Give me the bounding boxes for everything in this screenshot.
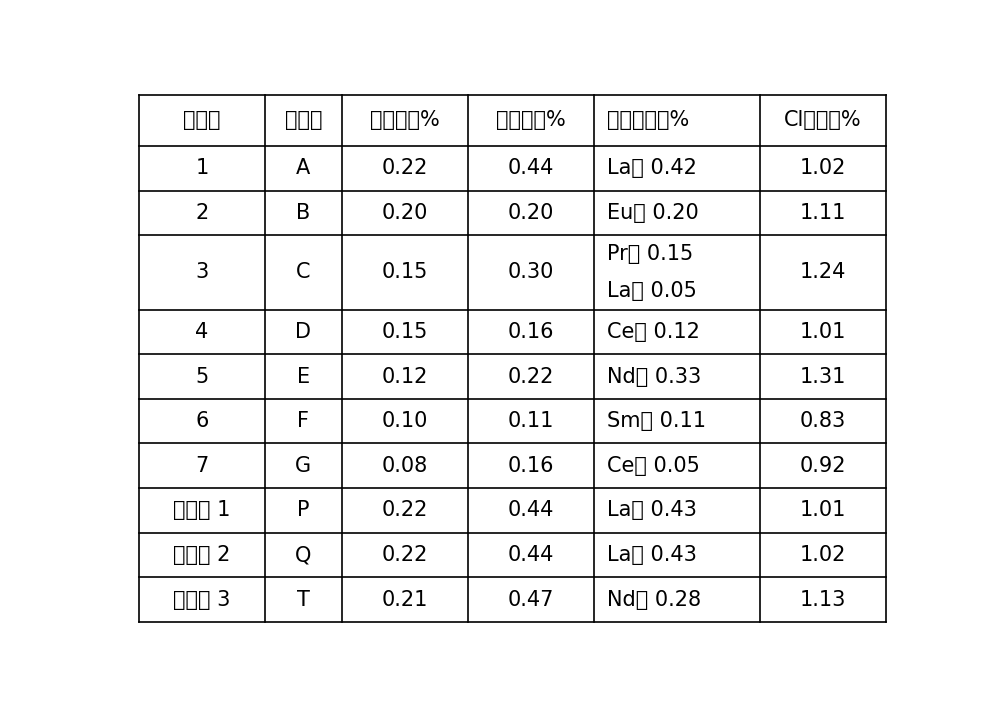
- Text: 1.24: 1.24: [800, 263, 846, 283]
- Text: 1.01: 1.01: [800, 322, 846, 342]
- Text: 0.22: 0.22: [382, 501, 428, 520]
- Text: T: T: [297, 590, 310, 610]
- Text: 对比例 3: 对比例 3: [173, 590, 231, 610]
- Text: 1.02: 1.02: [800, 545, 846, 565]
- Text: 实施例: 实施例: [183, 111, 221, 131]
- Text: 7: 7: [195, 456, 209, 476]
- Text: B: B: [296, 203, 311, 223]
- Text: La， 0.43: La， 0.43: [607, 501, 697, 520]
- Text: 0.15: 0.15: [382, 322, 428, 342]
- Text: 0.30: 0.30: [508, 263, 554, 283]
- Text: 0.22: 0.22: [508, 366, 554, 386]
- Text: 铂，质量%: 铂，质量%: [370, 111, 440, 131]
- Text: 稀土，质量%: 稀土，质量%: [607, 111, 689, 131]
- Text: 0.44: 0.44: [508, 501, 554, 520]
- Text: A: A: [296, 158, 311, 178]
- Text: Nd， 0.33: Nd， 0.33: [607, 366, 701, 386]
- Text: Nd， 0.28: Nd， 0.28: [607, 590, 701, 610]
- Text: 1.13: 1.13: [800, 590, 846, 610]
- Text: 铼，质量%: 铼，质量%: [496, 111, 566, 131]
- Text: 0.16: 0.16: [508, 322, 554, 342]
- Text: 0.22: 0.22: [382, 545, 428, 565]
- Text: 0.47: 0.47: [508, 590, 554, 610]
- Text: 1.11: 1.11: [800, 203, 846, 223]
- Text: Eu， 0.20: Eu， 0.20: [607, 203, 699, 223]
- Text: La， 0.43: La， 0.43: [607, 545, 697, 565]
- Text: 4: 4: [195, 322, 209, 342]
- Text: 催化剂: 催化剂: [285, 111, 322, 131]
- Text: D: D: [295, 322, 311, 342]
- Text: La， 0.05: La， 0.05: [607, 281, 697, 301]
- Text: 对比例 1: 对比例 1: [173, 501, 231, 520]
- Text: 0.20: 0.20: [508, 203, 554, 223]
- Text: 1.01: 1.01: [800, 501, 846, 520]
- Text: La， 0.42: La， 0.42: [607, 158, 697, 178]
- Text: 6: 6: [195, 411, 209, 431]
- Text: 0.22: 0.22: [382, 158, 428, 178]
- Text: 3: 3: [195, 263, 209, 283]
- Text: 对比例 2: 对比例 2: [173, 545, 231, 565]
- Text: 0.44: 0.44: [508, 545, 554, 565]
- Text: Pr， 0.15: Pr， 0.15: [607, 244, 693, 264]
- Text: Ce， 0.12: Ce， 0.12: [607, 322, 700, 342]
- Text: 0.08: 0.08: [382, 456, 428, 476]
- Text: G: G: [295, 456, 311, 476]
- Text: 0.12: 0.12: [382, 366, 428, 386]
- Text: 0.92: 0.92: [800, 456, 846, 476]
- Text: 0.44: 0.44: [508, 158, 554, 178]
- Text: Ce， 0.05: Ce， 0.05: [607, 456, 700, 476]
- Text: 2: 2: [195, 203, 209, 223]
- Text: 0.15: 0.15: [382, 263, 428, 283]
- Text: Cl，质量%: Cl，质量%: [784, 111, 862, 131]
- Text: 0.21: 0.21: [382, 590, 428, 610]
- Text: 0.11: 0.11: [508, 411, 554, 431]
- Text: C: C: [296, 263, 311, 283]
- Text: 0.20: 0.20: [382, 203, 428, 223]
- Text: P: P: [297, 501, 310, 520]
- Text: Sm， 0.11: Sm， 0.11: [607, 411, 706, 431]
- Text: E: E: [297, 366, 310, 386]
- Text: 0.10: 0.10: [382, 411, 428, 431]
- Text: 1: 1: [195, 158, 209, 178]
- Text: 1.31: 1.31: [800, 366, 846, 386]
- Text: 0.16: 0.16: [508, 456, 554, 476]
- Text: 0.83: 0.83: [800, 411, 846, 431]
- Text: 5: 5: [195, 366, 209, 386]
- Text: F: F: [297, 411, 309, 431]
- Text: 1.02: 1.02: [800, 158, 846, 178]
- Text: Q: Q: [295, 545, 312, 565]
